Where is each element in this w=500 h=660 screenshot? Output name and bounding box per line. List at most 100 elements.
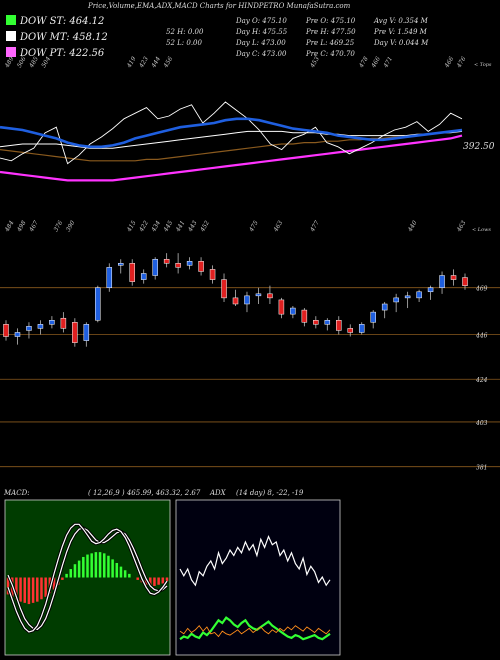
- ema-pt-line: [0, 134, 463, 182]
- candle-body: [14, 332, 21, 337]
- ema-panel: [0, 101, 463, 182]
- macd-label: MACD:: [3, 489, 30, 497]
- tops-tick-label: 506: [16, 55, 28, 69]
- lows-tick-label: 415: [125, 219, 137, 233]
- candle-body: [221, 279, 227, 299]
- adx-params: (14 day) 8, -22, -19: [236, 489, 304, 497]
- price-grid: 469 446 424 403 381: [0, 286, 500, 472]
- tops-tick-label: 504: [40, 55, 52, 69]
- candle-body: [163, 258, 170, 264]
- adx-line: [179, 535, 331, 587]
- stat-prev-close: Pre C: 470.70: [306, 50, 355, 58]
- candle-body: [106, 267, 113, 288]
- macd-params: ( 12,26,9 ) 465.99, 463.32, 2.67: [88, 489, 201, 497]
- lows-tick-label: 452: [199, 219, 211, 233]
- stat-prev-open: Pre O: 475.10: [306, 17, 356, 25]
- candle-body: [140, 273, 147, 280]
- stat-day-volume: Day V: 0.044 M: [374, 39, 429, 47]
- tops-tick-label: 419: [125, 55, 137, 69]
- candle-body: [232, 297, 239, 305]
- legend-swatch-st: [6, 15, 16, 25]
- stat-day-open: Day O: 475.10: [236, 17, 287, 25]
- candle-body: [49, 320, 55, 325]
- candle-body: [450, 275, 457, 280]
- tops-tick-label: 453: [309, 55, 321, 69]
- candle-body: [26, 326, 32, 331]
- candle-body: [60, 317, 67, 329]
- ema-short-line: [0, 117, 463, 149]
- legend-label-pt: DOW PT: 422.56: [20, 48, 105, 59]
- price-tick-label: 424: [475, 377, 488, 384]
- stat-prev-low: Pre L: 469.25: [306, 39, 355, 47]
- stat-avg-volume: Avg V: 0.354 M: [374, 17, 428, 25]
- candle-body: [427, 287, 434, 293]
- candle-body: [290, 307, 296, 315]
- candle-body: [313, 320, 319, 325]
- adx-panel: [179, 535, 331, 641]
- lows-tick-label: 390: [65, 219, 77, 233]
- macd-line: [7, 523, 168, 633]
- lows-tick-label: 484: [3, 219, 15, 233]
- legend-label-mt: DOW MT: 458.12: [20, 32, 108, 43]
- stat-day-low: Day L: 473.00: [236, 39, 286, 47]
- candle-body: [72, 322, 78, 343]
- lows-tick-label: 498: [15, 219, 27, 233]
- lows-tick-label: 467: [28, 219, 40, 233]
- lows-tick-label: 463: [455, 219, 467, 233]
- candle-body: [347, 328, 353, 333]
- lows-tick-label: 434: [150, 219, 162, 233]
- candle-body: [301, 309, 308, 323]
- candle-body: [255, 293, 262, 297]
- price-tick-label: 403: [475, 420, 488, 427]
- lows-tick-label: 463: [272, 219, 284, 233]
- candle-body: [186, 261, 193, 266]
- price-tick-label: 469: [475, 286, 488, 293]
- candle-body: [118, 263, 124, 266]
- lows-tick-label: 477: [309, 219, 321, 233]
- tops-tick-label: 485: [28, 55, 40, 69]
- lows-tick-label: 440: [406, 219, 418, 233]
- macd-panel: [6, 522, 169, 634]
- stat-prev-high: Pre H: 477.50: [306, 28, 356, 36]
- price-tick-label: 446: [475, 332, 488, 339]
- lows-tick-label: 422: [138, 219, 150, 233]
- last-price-label: 392.50: [463, 142, 495, 152]
- candle-body: [358, 324, 365, 333]
- di-minus-line: [179, 624, 331, 638]
- ema-mid-line: [0, 130, 463, 149]
- tops-tick-label: 476: [455, 55, 467, 69]
- lows-tick-label: 441: [174, 220, 186, 234]
- candle-body: [3, 324, 9, 337]
- stat-prev-volume: Pre V: 1.549 M: [374, 28, 427, 36]
- tops-tick-label: 466: [370, 55, 382, 69]
- candle-body: [175, 263, 181, 268]
- price-candles: [3, 253, 468, 347]
- lows-tick-label: 376: [53, 219, 65, 233]
- close-price-line: [0, 101, 463, 165]
- tops-corner-label: < Tops: [474, 62, 492, 68]
- di-plus-line: [179, 616, 331, 641]
- candle-body: [278, 299, 285, 315]
- stat-day-close: Day C: 473.00: [236, 50, 287, 58]
- legend-swatch-pt: [6, 47, 16, 57]
- tops-tick-label: 478: [357, 55, 369, 69]
- candle-body: [393, 297, 399, 303]
- tops-tick-label: 489: [3, 55, 15, 69]
- lows-tick-label: 445: [162, 219, 174, 233]
- stat-day-high: Day H: 475.55: [236, 28, 288, 36]
- stat-52-low: 52 L: 0.00: [166, 39, 202, 47]
- candle-body: [416, 291, 422, 299]
- legend-label-st: DOW ST: 464.12: [20, 16, 105, 27]
- legend-swatch-mt: [6, 31, 16, 41]
- legend-dow-pt: DOW PT: 422.56: [6, 47, 104, 59]
- lows-tick-label: 443: [186, 219, 198, 233]
- candle-body: [95, 287, 101, 321]
- tops-tick-label: 466: [443, 55, 455, 69]
- legend-dow-st: DOW ST: 464.12: [6, 15, 104, 27]
- ema-long-line: [0, 129, 463, 162]
- candle-body: [404, 295, 411, 299]
- stat-52-high: 52 H: 0.00: [166, 28, 204, 36]
- price-tick-label: 381: [476, 465, 487, 472]
- ema-top-labels: 489 506 485 504 419 423 444 456 453 478 466 471 466 4…: [3, 55, 467, 69]
